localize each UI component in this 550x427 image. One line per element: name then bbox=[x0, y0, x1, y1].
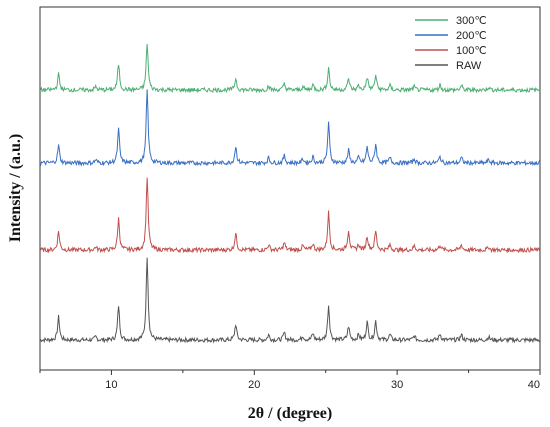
legend-label: 300℃ bbox=[456, 15, 487, 27]
x-axis-ticks: 10 20 30 40 bbox=[39, 370, 541, 391]
series-line bbox=[39, 44, 541, 94]
x-tick-label: 40 bbox=[528, 379, 540, 391]
legend-label: RAW bbox=[456, 60, 482, 72]
y-axis-title: Intensity / (a.u.) bbox=[7, 134, 24, 242]
x-tick-label: 10 bbox=[105, 379, 117, 391]
plot-frame bbox=[39, 6, 541, 371]
x-axis-title: 2θ / (degree) bbox=[248, 405, 332, 422]
series-line bbox=[39, 89, 541, 167]
legend-label: 200℃ bbox=[456, 30, 487, 42]
legend-label: 100℃ bbox=[456, 45, 487, 57]
legend: 300℃ 200℃ 100℃ RAW bbox=[415, 15, 487, 72]
x-tick-label: 20 bbox=[248, 379, 260, 391]
series-line bbox=[39, 177, 541, 254]
series-line bbox=[39, 257, 541, 344]
series-curves bbox=[39, 44, 541, 344]
x-tick-label: 30 bbox=[391, 379, 403, 391]
